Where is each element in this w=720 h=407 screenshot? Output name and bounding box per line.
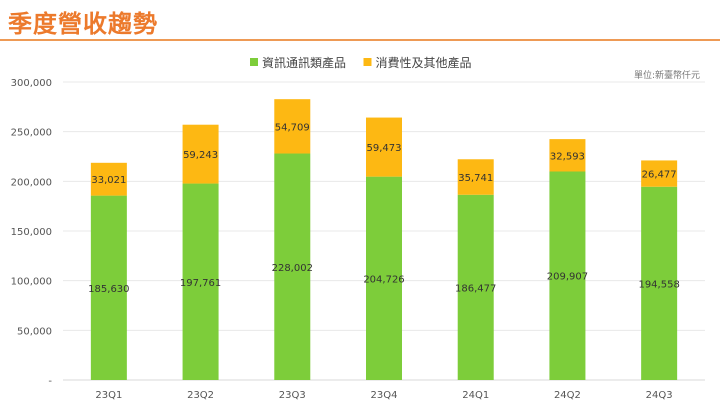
legend-swatch [250, 58, 258, 66]
data-label: 35,741 [458, 173, 493, 184]
data-label: 33,021 [91, 175, 126, 186]
data-label: 59,473 [367, 143, 402, 154]
data-label: 228,002 [272, 263, 313, 274]
bar-consumer [274, 99, 311, 154]
y-tick-label: 100,000 [11, 277, 52, 288]
bar-ict [641, 186, 678, 380]
y-tick-label: - [48, 376, 52, 387]
y-tick-label: 200,000 [11, 177, 52, 188]
bar-consumer [182, 124, 219, 184]
unit-label: 單位:新臺幣仟元 [634, 69, 700, 81]
bar-ict [90, 195, 127, 380]
bar-ict [549, 171, 586, 380]
y-tick-label: 150,000 [11, 227, 52, 238]
bar-consumer [90, 162, 127, 196]
y-tick-label: 250,000 [11, 128, 52, 139]
x-tick-label: 24Q3 [646, 390, 673, 401]
bar-consumer [641, 160, 678, 187]
x-tick-label: 23Q1 [95, 390, 122, 401]
x-tick-label: 23Q3 [279, 390, 306, 401]
data-label: 194,558 [638, 279, 679, 290]
data-label: 32,593 [550, 151, 585, 162]
legend-label: 消費性及其他產品 [376, 55, 472, 70]
data-label: 209,907 [547, 272, 588, 283]
x-tick-label: 23Q2 [187, 390, 214, 401]
x-tick-label: 23Q4 [371, 390, 398, 401]
title-divider [0, 39, 720, 41]
data-label: 185,630 [88, 284, 129, 295]
legend-label: 資訊通訊類產品 [262, 55, 346, 70]
y-tick-label: 50,000 [17, 326, 52, 337]
x-tick-label: 24Q2 [554, 390, 581, 401]
bar-consumer [366, 117, 402, 177]
page-title: 季度營收趨勢 [8, 10, 158, 38]
bar-consumer [457, 159, 494, 195]
data-label: 186,477 [455, 283, 496, 294]
x-tick-label: 24Q1 [462, 390, 489, 401]
data-label: 59,243 [183, 150, 218, 161]
bar-ict [366, 176, 402, 380]
data-label: 54,709 [275, 122, 310, 133]
legend-swatch [363, 58, 372, 66]
bar-consumer [549, 139, 586, 172]
data-label: 26,477 [642, 170, 677, 181]
bar-ict [182, 183, 219, 380]
bar-ict [457, 194, 494, 380]
data-label: 204,726 [363, 274, 404, 285]
y-tick-label: 300,000 [11, 78, 52, 89]
data-label: 197,761 [180, 278, 221, 289]
bar-ict [274, 153, 311, 380]
